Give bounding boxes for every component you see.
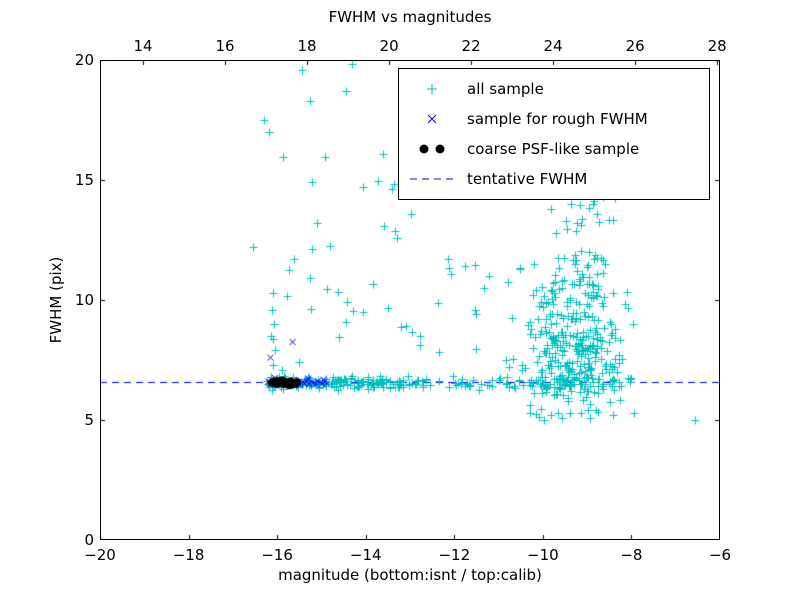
top-x-tick-label: 16 [215,37,235,55]
legend-entry: tentative FWHM [407,164,701,194]
y-tick-label: 10 [74,291,94,309]
y-tick-label: 5 [84,411,94,429]
x-tick-label: −12 [438,546,471,564]
dot-marker-icon [419,144,445,154]
legend-label: sample for rough FWHM [467,110,648,128]
top-x-tick-label: 18 [297,37,317,55]
x-tick-label: −20 [84,546,116,564]
x-tick-label: −6 [708,546,732,564]
top-x-tick-label: 26 [625,37,645,55]
plus-marker-icon [427,84,437,94]
chart-title: FWHM vs magnitudes [328,8,492,26]
x-tick-label: −14 [349,546,382,564]
x-tick-label: −8 [620,546,643,564]
x-tick-label: −18 [172,546,205,564]
x-marker-icon [427,114,437,124]
dashed-line-icon [410,178,454,180]
x-axis-label: magnitude (bottom:isnt / top:calib) [278,566,542,584]
y-tick-label: 15 [74,171,94,189]
legend: all sample sample for rough FWHM coarse PS… [398,68,710,200]
top-x-tick-label: 14 [133,37,153,55]
x-tick-label: −16 [261,546,293,564]
legend-entry: all sample [407,74,701,104]
legend-entry: sample for rough FWHM [407,104,701,134]
top-x-tick-label: 20 [379,37,399,55]
y-tick-label: 20 [74,51,94,69]
top-x-tick-label: 28 [707,37,727,55]
legend-label: tentative FWHM [467,170,588,188]
top-x-tick-label: 24 [543,37,563,55]
top-x-tick-label: 22 [461,37,481,55]
legend-label: all sample [467,80,544,98]
x-tick-label: −10 [527,546,559,564]
legend-entry: coarse PSF-like sample [407,134,701,164]
legend-label: coarse PSF-like sample [467,140,640,158]
y-tick-label: 0 [84,531,94,549]
